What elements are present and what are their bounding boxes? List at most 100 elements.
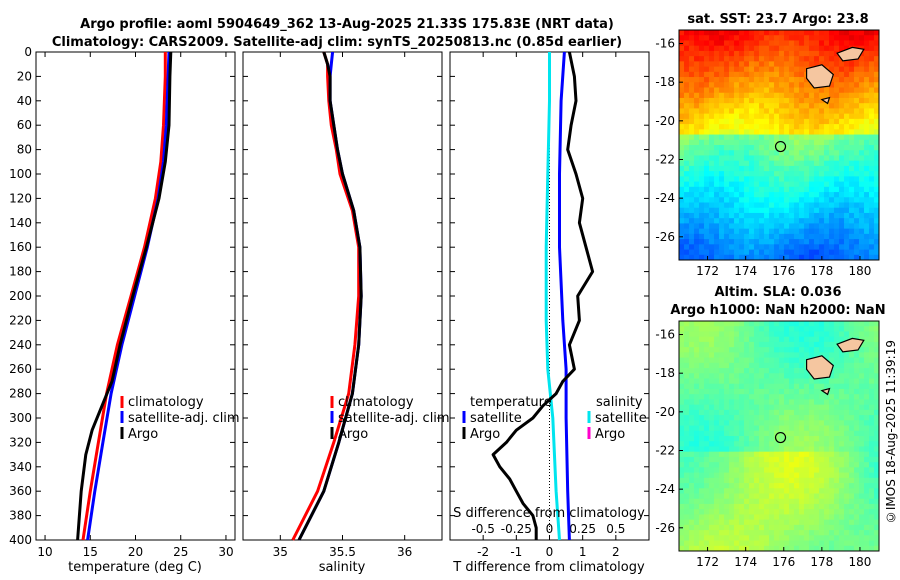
map-cell — [834, 415, 840, 421]
map-cell — [869, 82, 875, 88]
map-cell — [699, 197, 705, 203]
map-cell — [679, 519, 685, 526]
map-cell — [719, 352, 725, 358]
map-cell — [749, 530, 755, 536]
map-cell — [754, 118, 760, 125]
map-cell — [754, 352, 760, 358]
map-cell — [829, 545, 835, 552]
map-cell — [764, 331, 770, 338]
map-cell — [854, 150, 860, 156]
map-cell — [849, 244, 855, 250]
map-cell — [804, 430, 810, 437]
map-cell — [724, 420, 730, 426]
y-tick-label: -22 — [655, 443, 675, 457]
map-cell — [814, 202, 820, 209]
map-cell — [814, 321, 820, 327]
map-cell — [784, 451, 790, 458]
map-cell — [699, 493, 705, 500]
map-cell — [874, 347, 880, 353]
map-cell — [874, 326, 880, 332]
map-cell — [684, 540, 690, 547]
map-cell — [859, 176, 865, 182]
map-cell — [809, 462, 815, 468]
map-cell — [789, 456, 795, 463]
map-cell — [784, 446, 790, 453]
map-cell — [724, 103, 730, 109]
map-cell — [799, 477, 805, 484]
map-cell — [859, 388, 865, 395]
map-cell — [859, 524, 865, 531]
map-cell — [794, 192, 800, 198]
map-cell — [679, 420, 685, 426]
island-shape — [805, 355, 834, 380]
map-cell — [679, 493, 685, 500]
map-cell — [719, 467, 725, 473]
map-cell — [824, 145, 830, 151]
map-cell — [759, 451, 765, 458]
map-cell — [819, 145, 825, 151]
map-cell — [809, 165, 815, 172]
map-cell — [819, 378, 825, 385]
map-cell — [704, 160, 710, 167]
map-cell — [729, 352, 735, 358]
map-cell — [704, 456, 710, 463]
map-cell — [684, 108, 690, 115]
map-cell — [839, 535, 845, 541]
map-cell — [744, 524, 750, 531]
map-cell — [819, 462, 825, 468]
map-cell — [844, 399, 850, 406]
map-cell — [689, 77, 695, 83]
map-cell — [759, 171, 765, 177]
map-cell — [749, 92, 755, 99]
map-cell — [794, 321, 800, 327]
map-cell — [719, 233, 725, 240]
map-cell — [809, 171, 815, 177]
map-cell — [734, 71, 740, 78]
map-cell — [864, 145, 870, 151]
map-cell — [829, 113, 835, 120]
map-cell — [784, 409, 790, 416]
map-cell — [724, 160, 730, 167]
island-shape — [805, 64, 834, 89]
map-cell — [729, 244, 735, 250]
map-cell — [824, 326, 830, 332]
map-cell — [854, 103, 860, 109]
map-cell — [734, 103, 740, 109]
map-cell — [724, 171, 730, 177]
map-cell — [834, 378, 840, 385]
map-cell — [744, 113, 750, 120]
map-cell — [719, 92, 725, 99]
map-cell — [859, 368, 865, 374]
map-cell — [724, 388, 730, 395]
map-cell — [869, 228, 875, 235]
map-cell — [794, 45, 800, 52]
map-cell — [869, 383, 875, 390]
map-cell — [854, 228, 860, 235]
map-cell — [744, 540, 750, 547]
map-cell — [699, 66, 705, 73]
map-cell — [699, 186, 705, 193]
map-cell — [814, 113, 820, 120]
map-cell — [694, 456, 700, 463]
map-cell — [849, 535, 855, 541]
map-cell — [699, 540, 705, 547]
map-cell — [849, 113, 855, 120]
map-cell — [709, 87, 715, 94]
map-cell — [784, 462, 790, 468]
map-cell — [819, 212, 825, 219]
map-cell — [824, 409, 830, 416]
map-cell — [769, 545, 775, 552]
map-cell — [844, 66, 850, 73]
map-cell — [699, 35, 705, 41]
map-cell — [789, 97, 795, 104]
map-cell — [729, 535, 735, 541]
map-cell — [814, 378, 820, 385]
map-cell — [699, 462, 705, 468]
map-cell — [834, 436, 840, 442]
map-cell — [789, 165, 795, 172]
map-cell — [874, 155, 880, 162]
map-cell — [689, 207, 695, 214]
map-cell — [679, 77, 685, 83]
map-cell — [724, 56, 730, 62]
map-cell — [754, 155, 760, 162]
